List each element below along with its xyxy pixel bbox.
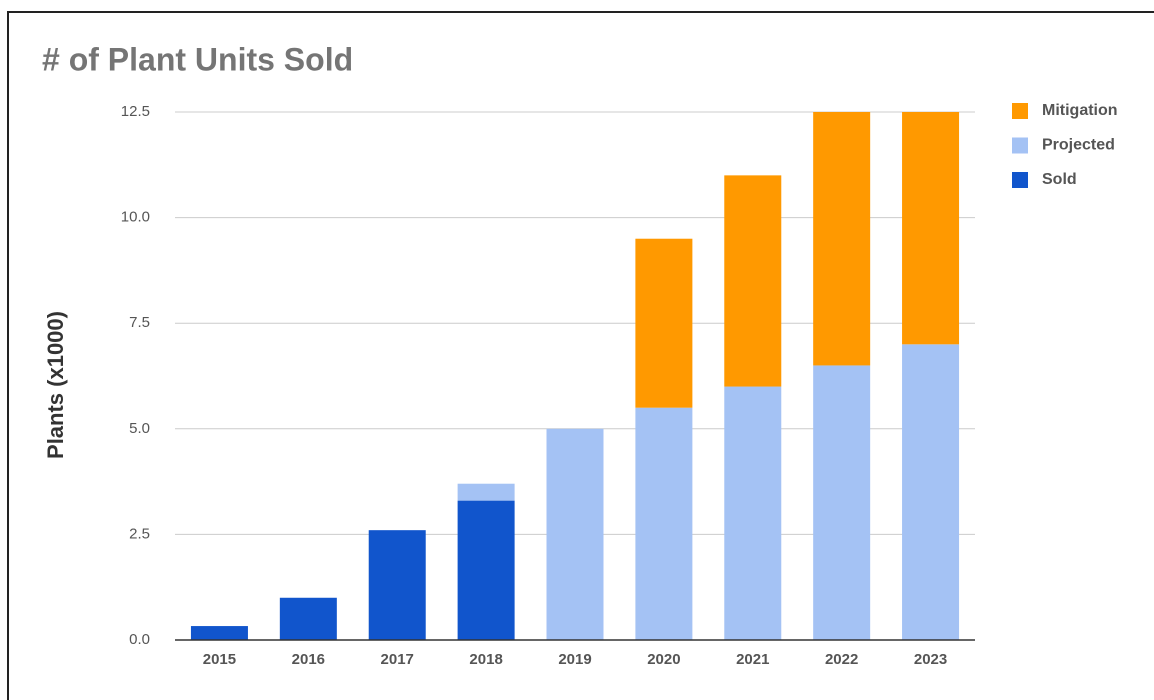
y-tick-label: 12.5	[121, 103, 150, 120]
x-tick-label: 2020	[647, 651, 680, 668]
bar-segment	[724, 175, 782, 387]
legend-swatch	[1012, 137, 1028, 154]
legend-swatch	[1012, 103, 1028, 119]
bar-segment	[635, 238, 693, 408]
x-tick-label: 2023	[914, 651, 947, 668]
bar-segment	[813, 365, 871, 640]
x-tick-label: 2021	[736, 651, 769, 668]
bar-segment	[190, 626, 248, 640]
x-tick-label: 2015	[203, 651, 236, 668]
bar-segment	[724, 386, 782, 640]
y-tick-label: 10.0	[121, 209, 150, 226]
y-tick-label: 2.5	[129, 525, 150, 542]
bar-segment	[902, 112, 960, 345]
bar-segment	[635, 407, 693, 640]
legend-label: Sold	[1042, 171, 1077, 188]
y-tick-label: 5.0	[129, 420, 150, 437]
y-tick-label: 7.5	[129, 314, 150, 331]
bar-segment	[813, 112, 871, 366]
x-tick-label: 2022	[825, 651, 858, 668]
x-tick-label: 2019	[558, 651, 591, 668]
bar-segment	[368, 530, 426, 640]
y-tick-label: 0.0	[129, 631, 150, 648]
legend-label: Mitigation	[1042, 102, 1118, 119]
bar-segment	[457, 500, 515, 640]
bar-segment	[546, 428, 604, 640]
legend-label: Projected	[1042, 137, 1115, 154]
frame	[7, 11, 1154, 700]
bar-segment	[457, 483, 515, 501]
y-axis-label: Plants (x1000)	[43, 311, 68, 459]
x-tick-label: 2018	[469, 651, 502, 668]
bar-segment	[902, 344, 960, 640]
x-tick-label: 2017	[381, 651, 414, 668]
chart-title: # of Plant Units Sold	[42, 41, 353, 77]
x-tick-label: 2016	[292, 651, 325, 668]
legend-swatch	[1012, 172, 1028, 188]
bar-segment	[279, 597, 337, 640]
